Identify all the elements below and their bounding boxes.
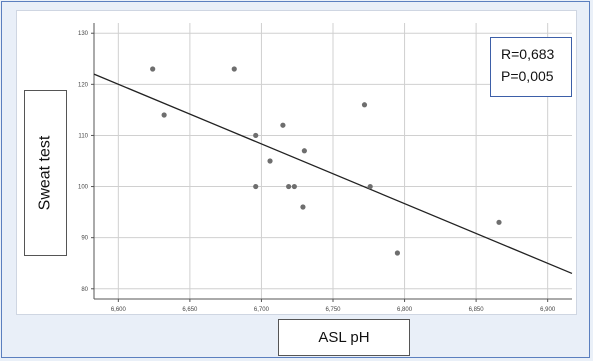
x-tick-label: 6,800 [397,307,413,313]
data-point [291,183,297,190]
x-tick-label: 6,850 [469,307,485,313]
y-tick-label: 80 [81,287,88,293]
data-point [367,183,373,190]
y-tick-label: 90 [81,236,88,242]
data-point [280,122,286,128]
x-tick-label: 6,650 [182,307,198,313]
data-point [394,250,401,256]
data-point [150,66,156,72]
regression-line [93,73,573,275]
scatter-chart: 6,600 6,650 6,700 6,750 6,800 6,850 6,900 80 90 1… [78,23,573,313]
x-tick-label: 6,700 [254,307,270,313]
x-tick-label: 6,600 [111,307,127,313]
data-point [300,204,306,210]
data-point [231,66,237,72]
x-axis-label-box: ASL pH [278,319,410,356]
x-tick-label: 6,750 [325,307,341,313]
y-tick-label: 120 [78,82,89,88]
data-point [161,112,167,118]
chart-area: 6,600 6,650 6,700 6,750 6,800 6,850 6,900 80 90 1… [16,10,577,315]
y-axis-label-box: Sweat test [24,90,67,256]
data-point [286,183,292,190]
p-value: P=0,005 [501,68,554,84]
data-point [496,219,502,225]
y-tick-label: 110 [78,133,88,139]
data-point [253,183,259,190]
y-tick-label: 130 [78,31,89,37]
x-tick-label: 6,900 [540,307,556,313]
x-axis-label: ASL pH [318,329,370,346]
y-axis-label: Sweat test [36,135,54,211]
data-point [301,148,307,154]
data-point [267,158,273,164]
stats-annotation-box: R=0,683 P=0,005 [490,37,572,97]
y-tick-label: 100 [78,185,89,191]
r-value: R=0,683 [501,46,555,62]
data-point [253,132,259,139]
data-point [361,102,368,108]
